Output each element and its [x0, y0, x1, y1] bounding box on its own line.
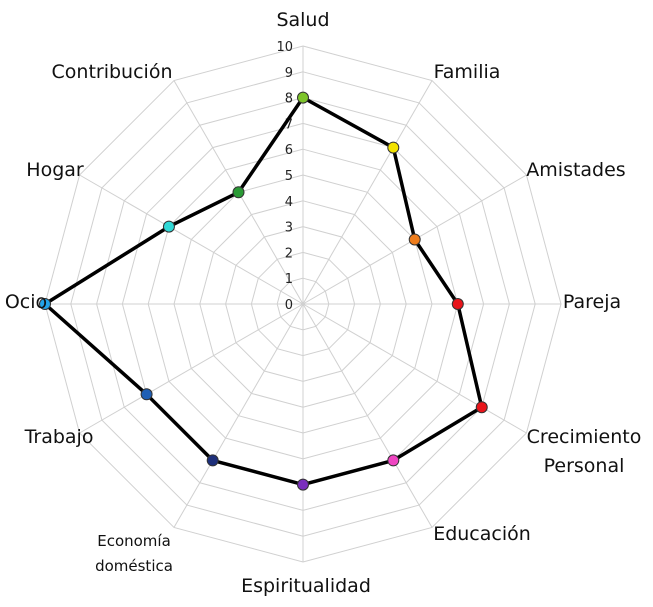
- data-point: [387, 454, 400, 467]
- grid-spoke: [302, 303, 433, 528]
- data-point: [451, 298, 464, 310]
- data-point: [206, 454, 219, 467]
- radial-tick-labels: 0 1 2 3 4 5 6 7 8 9 10: [276, 40, 293, 313]
- category-label: Salud: [276, 9, 329, 31]
- category-label: Economía doméstica: [95, 532, 173, 575]
- category-label: Espiritualidad: [241, 575, 371, 597]
- data-point: [475, 401, 488, 414]
- tick-label: 1: [285, 272, 293, 287]
- category-label: Familia: [434, 61, 501, 83]
- data-series: [39, 91, 488, 491]
- tick-label: 5: [285, 169, 293, 184]
- tick-label: 8: [285, 92, 293, 107]
- tick-label: 9: [285, 66, 293, 81]
- grid-spoke: [79, 174, 304, 305]
- grid-spoke: [302, 80, 433, 305]
- category-label: Trabajo: [24, 426, 94, 448]
- grid-spoke: [79, 303, 304, 434]
- data-point: [387, 141, 400, 154]
- category-label: Hogar: [26, 159, 84, 181]
- data-point: [39, 298, 51, 310]
- tick-label: 10: [276, 40, 293, 55]
- category-label: Pareja: [563, 291, 621, 313]
- category-label: Amistades: [526, 159, 625, 181]
- data-point: [297, 478, 309, 491]
- tick-label: 6: [285, 143, 293, 158]
- grid-spoke: [173, 303, 304, 528]
- grid-spoke: [302, 303, 527, 434]
- category-label: Ocio: [5, 291, 47, 313]
- tick-label: 7: [285, 117, 293, 132]
- tick-label: 2: [285, 246, 293, 261]
- tick-label: 4: [285, 195, 293, 210]
- category-label: Crecimiento Personal: [527, 426, 642, 477]
- tick-label: 3: [285, 221, 293, 236]
- data-point: [408, 233, 421, 246]
- data-point: [297, 91, 309, 104]
- series-line: [43, 95, 484, 487]
- data-point: [140, 388, 153, 401]
- category-label: Educación: [433, 523, 531, 545]
- category-label: Contribución: [52, 61, 173, 83]
- data-point: [162, 220, 175, 233]
- tick-label: 0: [285, 298, 293, 313]
- category-labels: Salud Familia Amistades Pareja Crecimiento Pe…: [5, 9, 641, 597]
- data-point: [232, 186, 245, 199]
